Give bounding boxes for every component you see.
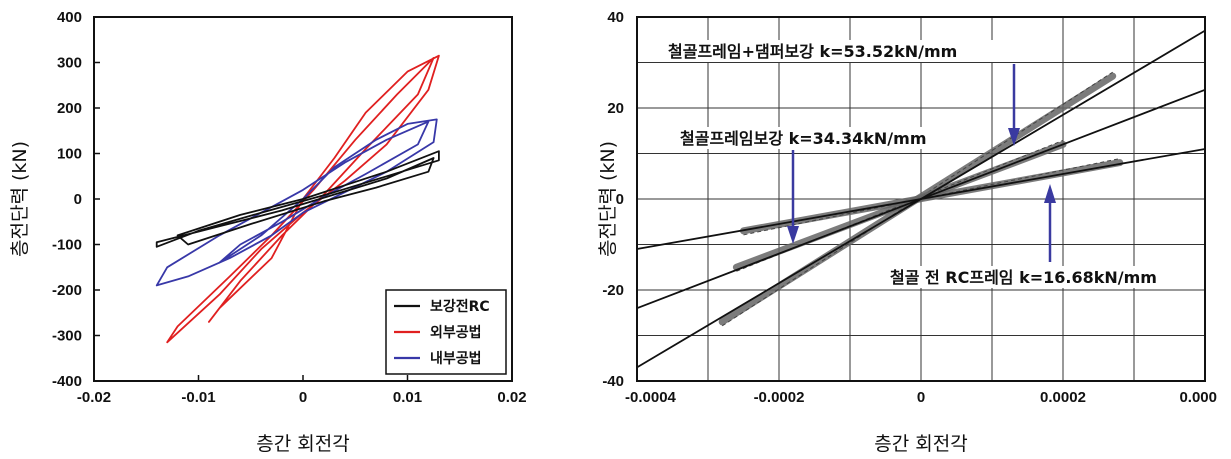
left-y-tick-label: 100 — [57, 146, 82, 163]
right-x-tick-label: -0.0004 — [625, 389, 677, 406]
left-y-tick-label: -300 — [52, 328, 82, 345]
left-y-tick-label: 300 — [57, 55, 82, 72]
left-x-tick-label: -0.01 — [181, 389, 215, 406]
fit-line-2 — [636, 148, 1206, 250]
right-chart-plot-frame — [636, 16, 1206, 382]
right-y-tick-label: 0 — [616, 191, 624, 208]
annotation-bg-2 — [676, 127, 978, 149]
right-chart-series — [636, 29, 1206, 369]
right-x-tick-label: 0.000 — [1179, 389, 1217, 406]
annotation-rc-frame: 철골 전 RC프레임 k=16.68kN/mm — [890, 268, 1157, 287]
right-y-tick-label: 40 — [607, 9, 624, 26]
left-y-tick-label: 0 — [74, 191, 82, 208]
left-chart: -0.02 -0.01 0 0.01 0.02 400 300 200 100 0 -100 -200… — [9, 9, 527, 455]
right-y-tick-label: -20 — [602, 282, 624, 299]
left-chart-legend: 보강전RC 외부공법 내부공법 — [385, 289, 507, 375]
left-chart-plot-frame — [93, 16, 513, 382]
left-y-tick-label: 200 — [57, 100, 82, 117]
left-y-tick-label: 400 — [57, 9, 82, 26]
left-x-tick-label: 0.01 — [393, 389, 422, 406]
left-chart-xlabel: 층간 회전각 — [256, 433, 349, 455]
right-x-tick-label: 0 — [917, 389, 925, 406]
series-line-내부공법 — [155, 118, 438, 287]
arrow-damper-head — [1008, 128, 1020, 146]
left-x-tick-label: -0.02 — [77, 389, 111, 406]
left-chart-ylabel: 층전단력 (kN) — [9, 141, 31, 257]
series-line-외부공법 — [166, 54, 440, 344]
arrow-rc-frame-head — [1044, 184, 1056, 203]
annotation-damper: 철골프레임+댐퍼보강 k=53.52kN/mm — [668, 42, 957, 61]
left-x-tick-label: 0 — [299, 389, 307, 406]
legend-label-보강전RC: 보강전RC — [430, 298, 490, 315]
left-y-tick-label: -100 — [52, 237, 82, 254]
right-chart: -0.0004 -0.0002 0 0.0002 0.000 40 20 0 -20 -40 층간… — [597, 9, 1217, 455]
right-x-tick-label: 0.0002 — [1040, 389, 1086, 406]
annotation-bg-3 — [886, 266, 1198, 288]
annotation-bg-1 — [664, 40, 1036, 62]
legend-label-외부공법: 외부공법 — [430, 324, 482, 341]
right-chart-annotations: 철골프레임+댐퍼보강 k=53.52kN/mm 철골프레임보강 k=34.34k… — [664, 40, 1198, 288]
right-y-tick-label: -40 — [602, 373, 624, 390]
left-x-tick-label: 0.02 — [497, 389, 526, 406]
right-x-tick-label: -0.0002 — [754, 389, 805, 406]
right-chart-xlabel: 층간 회전각 — [874, 433, 967, 455]
left-y-tick-label: -200 — [52, 282, 82, 299]
right-chart-ticks: -0.0004 -0.0002 0 0.0002 0.000 40 20 0 -20 -40 — [602, 9, 1217, 406]
left-chart-series — [155, 54, 440, 344]
series-line-보강전RC — [155, 150, 440, 248]
right-chart-grid — [637, 17, 1205, 381]
arrow-steel-frame-head — [787, 226, 799, 244]
legend-label-내부공법: 내부공법 — [430, 351, 482, 367]
left-y-tick-label: -400 — [52, 373, 82, 390]
annotation-steel-frame: 철골프레임보강 k=34.34kN/mm — [680, 129, 927, 148]
right-y-tick-label: 20 — [607, 100, 624, 117]
right-chart-ylabel: 층전단력 (kN) — [597, 141, 619, 257]
